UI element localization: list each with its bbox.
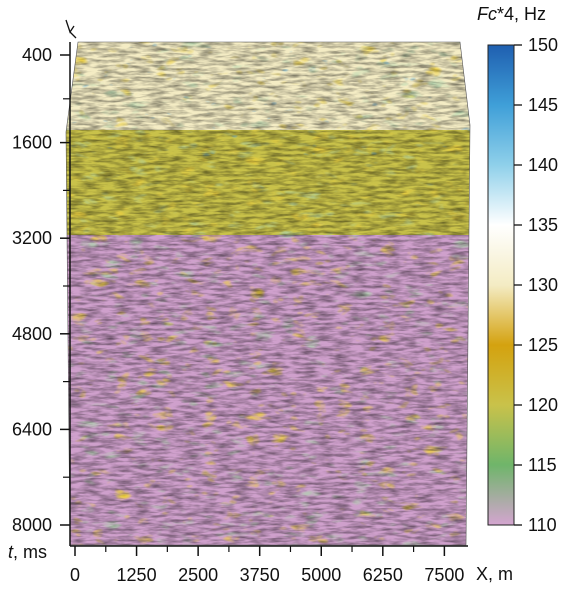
- x-tick-label: 3750: [240, 565, 280, 585]
- colorbar-title: Fc*4, Hz: [477, 4, 546, 24]
- y-tick-label: 6400: [12, 419, 52, 439]
- x-tick-label: 0: [70, 565, 80, 585]
- colorbar-tick-label: 125: [528, 335, 558, 355]
- x-tick-label: 6250: [363, 565, 403, 585]
- axis-origin-arrow: [65, 19, 77, 39]
- y-axis-ticks: 400 1600 3200 4800 6400 8000: [12, 45, 70, 535]
- colorbar-tick-label: 135: [528, 215, 558, 235]
- x-axis-title: X, m: [476, 564, 513, 584]
- y-tick-label: 3200: [12, 228, 52, 248]
- x-axis-ticks: 0 1250 2500 3750 5000 6250 7500: [70, 546, 464, 585]
- x-tick-label: 1250: [117, 565, 157, 585]
- colorbar-tick-label: 140: [528, 155, 558, 175]
- x-tick-label: 7500: [424, 565, 464, 585]
- colorbar-tick-label: 150: [528, 35, 558, 55]
- section-outline: [65, 41, 471, 546]
- colorbar-title-symbol: Fc: [477, 4, 497, 24]
- x-tick-label: 5000: [301, 565, 341, 585]
- colorbar-title-unit: *4, Hz: [497, 4, 546, 24]
- y-tick-label: 8000: [12, 515, 52, 535]
- y-axis-title-unit: , ms: [13, 542, 47, 562]
- colorbar-tick-label: 145: [528, 95, 558, 115]
- x-tick-label: 2500: [178, 565, 218, 585]
- y-tick-label: 1600: [12, 133, 52, 153]
- colorbar-tick-label: 110: [528, 515, 557, 535]
- y-tick-label: 400: [22, 45, 52, 65]
- colorbar-ticks: 110 115 120 125 130 135 140 145 150: [514, 35, 558, 535]
- colorbar-tick-label: 120: [528, 395, 558, 415]
- colorbar-tick-label: 130: [528, 275, 558, 295]
- y-axis-title: t, ms: [8, 542, 47, 562]
- y-tick-label: 4800: [12, 324, 52, 344]
- colorbar: [487, 44, 515, 526]
- seismic-section: [66, 42, 470, 545]
- colorbar-tick-label: 115: [528, 455, 557, 475]
- y-axis-title-symbol: t: [8, 542, 14, 562]
